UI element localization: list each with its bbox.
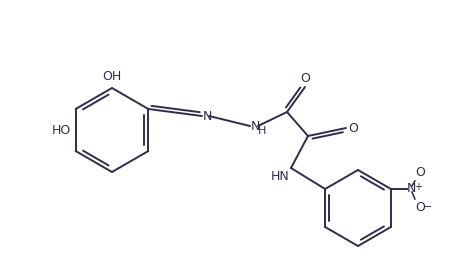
Text: O: O — [415, 166, 425, 179]
Text: OH: OH — [102, 70, 122, 83]
Text: HN: HN — [270, 170, 289, 183]
Text: N: N — [203, 110, 212, 123]
Text: O: O — [415, 201, 425, 214]
Text: O: O — [348, 122, 358, 134]
Text: HO: HO — [51, 123, 70, 137]
Text: +: + — [414, 182, 422, 192]
Text: N: N — [251, 119, 260, 133]
Text: −: − — [423, 202, 432, 212]
Text: N: N — [407, 183, 416, 195]
Text: H: H — [258, 126, 267, 136]
Text: O: O — [300, 72, 310, 85]
